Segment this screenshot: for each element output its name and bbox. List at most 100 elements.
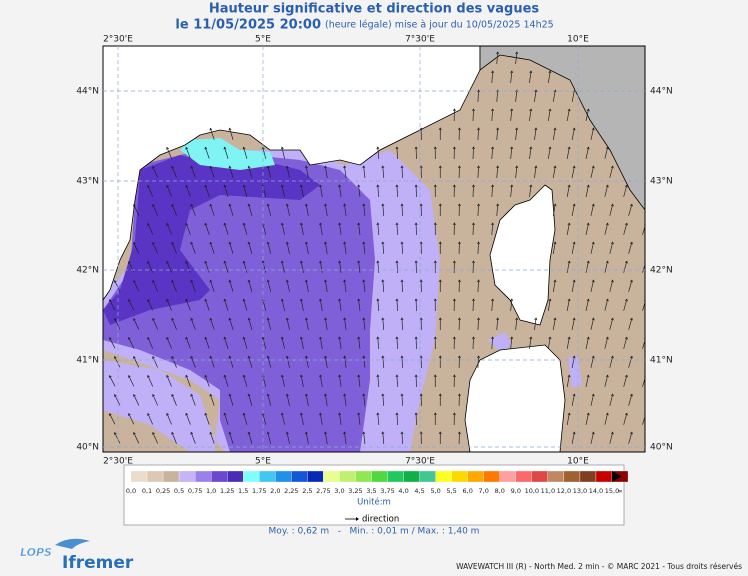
wave-arrow-head — [438, 165, 442, 169]
wave-arrow — [286, 242, 290, 254]
wave-arrow-head — [591, 241, 595, 245]
wave-arrow — [224, 299, 229, 311]
wave-arrow-head — [204, 374, 208, 378]
wave-arrow — [185, 147, 191, 159]
wave-arrow-head — [190, 165, 194, 169]
wave-arrow-head — [610, 241, 614, 245]
lat-label: 44°N — [76, 87, 99, 97]
wave-arrow — [477, 127, 479, 141]
wave-arrow — [396, 146, 398, 160]
wave-arrow-head — [304, 431, 308, 435]
wave-arrow-head — [419, 279, 423, 283]
wave-arrow-head — [624, 298, 628, 302]
legend-swatch — [259, 470, 276, 483]
wave-arrow-head — [190, 317, 194, 321]
wave-arrow — [382, 203, 385, 217]
wave-arrow-head — [433, 184, 437, 188]
wave-arrow-head — [357, 336, 361, 340]
wave-arrow-head — [477, 165, 480, 169]
wave-arrow-head — [586, 260, 590, 264]
lon-label: 7°30'E — [405, 457, 435, 467]
wave-arrow — [305, 166, 309, 178]
wave-arrow — [185, 337, 191, 349]
wave-arrow-head — [567, 184, 571, 188]
wave-arrow-head — [171, 241, 175, 245]
wave-arrow — [267, 318, 272, 330]
wave-arrow-head — [343, 317, 347, 321]
wave-arrow — [267, 242, 272, 254]
wave-arrow-head — [152, 431, 155, 435]
wave-arrow — [248, 166, 253, 178]
wave-arrow-head — [630, 393, 633, 397]
legend-label: 2,25 — [284, 487, 298, 495]
wave-arrow — [491, 336, 494, 350]
wave-arrow-head — [471, 108, 475, 112]
wave-arrow-head — [605, 146, 609, 150]
wave-arrow-head — [108, 337, 112, 340]
lat-label: 41°N — [76, 356, 99, 366]
wave-arrow-head — [319, 336, 322, 340]
wave-arrow — [642, 339, 645, 349]
wave-arrow-head — [204, 184, 208, 188]
legend-label: 3,75 — [380, 487, 394, 495]
wave-arrow — [552, 318, 556, 330]
wave-arrow — [305, 242, 309, 254]
wave-arrow-head — [496, 127, 500, 131]
wave-arrow-head — [266, 431, 270, 435]
wave-arrow-head — [567, 222, 571, 226]
wave-arrow — [585, 337, 589, 349]
wave-arrow-head — [362, 165, 366, 169]
wave-arrow — [147, 337, 154, 349]
wave-arrow-head — [338, 374, 342, 378]
wave-arrow-head — [280, 336, 284, 340]
legend-swatch — [515, 470, 532, 483]
wave-arrow — [566, 147, 570, 159]
wave-arrow-head — [319, 184, 322, 188]
wave-arrow-head — [586, 146, 590, 150]
wave-arrow — [109, 337, 116, 349]
wave-arrow-head — [591, 431, 595, 435]
wave-arrow-head — [228, 203, 232, 207]
wave-arrow-head — [548, 70, 552, 74]
wave-arrow-head — [209, 165, 213, 169]
wave-arrow-head — [228, 317, 232, 321]
wave-arrow — [396, 222, 398, 236]
wave-arrow-head — [247, 355, 251, 359]
legend-swatch — [451, 470, 468, 483]
legend-swatch — [371, 470, 388, 483]
wave-arrow — [114, 432, 121, 444]
wave-arrow-head — [457, 165, 461, 169]
wave-arrow — [396, 336, 398, 350]
wave-arrow — [305, 432, 309, 444]
wave-arrow-head — [128, 261, 131, 264]
wave-arrow-head — [133, 355, 136, 359]
wave-arrow-head — [572, 241, 576, 245]
wave-arrow — [152, 242, 158, 254]
lat-label: 40°N — [650, 443, 673, 453]
wave-arrow-head — [324, 317, 328, 321]
lat-label: 43°N — [650, 177, 673, 187]
wave-arrow-head — [133, 317, 136, 321]
wave-arrow — [185, 375, 191, 387]
wave-arrow — [496, 165, 499, 179]
wave-arrow — [377, 222, 380, 236]
wave-arrow — [496, 127, 499, 141]
wave-arrow — [339, 223, 342, 235]
wave-arrow-head — [591, 127, 595, 131]
wave-arrow-head — [228, 431, 232, 435]
wave-arrow-head — [185, 222, 189, 226]
wave-arrow — [305, 280, 309, 292]
wave-arrow-head — [319, 374, 322, 378]
wave-arrow — [472, 222, 474, 236]
legend-swatch — [387, 470, 404, 483]
wave-arrow — [382, 431, 385, 445]
wave-arrow-head — [630, 279, 633, 283]
wave-arrow-head — [304, 355, 308, 359]
wave-arrow-head — [285, 393, 289, 397]
wave-arrow — [229, 356, 234, 368]
wave-arrow — [382, 279, 385, 293]
wave-arrow-head — [414, 412, 418, 416]
wave-arrow — [401, 241, 403, 255]
wave-arrow-head — [376, 146, 380, 150]
wave-arrow-head — [572, 355, 576, 359]
